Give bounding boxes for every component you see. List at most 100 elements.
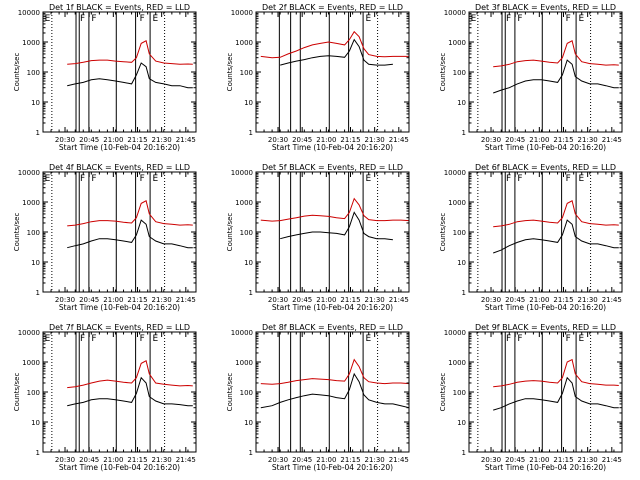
chart-title: Det 6f BLACK = Events, RED = LLD [475, 163, 616, 172]
annotation-letter: E [153, 174, 159, 184]
annotation-letter: E [153, 14, 159, 24]
y-tick-label: 1000 [235, 199, 253, 207]
y-tick-label: 100 [27, 229, 40, 237]
annotation-letter: F [80, 14, 85, 24]
x-tick-label: 21:00 [103, 136, 123, 144]
x-tick-label: 21:45 [602, 456, 622, 464]
annotation-letter: F [140, 334, 145, 344]
x-tick-label: 21:30 [578, 296, 598, 304]
annotation-letter: F [517, 14, 522, 24]
x-tick-label: 21:00 [529, 136, 549, 144]
x-tick-label: 21:45 [389, 456, 409, 464]
x-tick-label: 21:30 [365, 136, 385, 144]
plot-frame [468, 171, 623, 293]
plot-frame [42, 331, 197, 453]
y-tick-label: 10000 [18, 329, 40, 337]
x-axis-label: Start Time (10-Feb-04 20:16:20) [272, 303, 393, 312]
y-tick-label: 1000 [448, 39, 466, 47]
annotation-letter: E [579, 174, 585, 184]
chart-panel-2: Det 2f BLACK = Events, RED = LLD E 1 10 100 1… [226, 3, 410, 152]
y-tick-label: 1 [462, 289, 466, 297]
y-tick-label: 1000 [448, 199, 466, 207]
x-tick-label: 20:30 [481, 296, 501, 304]
y-tick-label: 100 [453, 229, 466, 237]
y-tick-label: 10 [31, 99, 40, 107]
x-axis-label: Start Time (10-Feb-04 20:16:20) [485, 303, 606, 312]
y-tick-label: 100 [240, 69, 253, 77]
annotation-letter: F [506, 334, 511, 344]
chart-panel-8: Det 8f BLACK = Events, RED = LLD E 1 10 100 1… [226, 323, 410, 472]
lld-rate-line [260, 197, 410, 222]
y-tick-label: 10 [31, 259, 40, 267]
lld-rate-line [67, 200, 193, 227]
x-tick-label: 21:45 [176, 296, 196, 304]
y-axis-label: Counts/sec [13, 213, 21, 252]
events-rate-line [67, 376, 193, 407]
events-rate-line [493, 59, 619, 94]
x-axis-label: Start Time (10-Feb-04 20:16:20) [59, 143, 180, 152]
events-rate-line [67, 219, 193, 249]
annotation-letter: F [140, 174, 145, 184]
x-tick-label: 21:00 [316, 136, 336, 144]
lld-rate-line [67, 360, 193, 389]
x-tick-label: 20:45 [79, 136, 99, 144]
y-tick-label: 100 [27, 389, 40, 397]
x-tick-label: 21:45 [176, 456, 196, 464]
annotation-letter: F [517, 174, 522, 184]
x-axis-label: Start Time (10-Feb-04 20:16:20) [485, 143, 606, 152]
y-axis-label: Counts/sec [439, 53, 447, 92]
x-tick-label: 21:45 [176, 136, 196, 144]
x-tick-label: 20:45 [505, 136, 525, 144]
chart-panel-5: Det 5f BLACK = Events, RED = LLD E 1 10 100 1… [226, 163, 410, 312]
y-tick-label: 100 [453, 69, 466, 77]
x-tick-label: 20:45 [292, 456, 312, 464]
annotation-letter: E [45, 14, 51, 24]
y-tick-label: 10000 [444, 9, 466, 17]
y-axis-label: Counts/sec [226, 373, 234, 412]
y-axis-label: Counts/sec [226, 53, 234, 92]
x-tick-label: 21:00 [316, 296, 336, 304]
lld-rate-line [67, 40, 193, 65]
annotation-letter: F [517, 334, 522, 344]
x-tick-label: 21:30 [365, 456, 385, 464]
y-tick-label: 10 [457, 419, 466, 427]
annotation-letter: F [91, 14, 96, 24]
y-axis-label: Counts/sec [439, 213, 447, 252]
y-tick-label: 1000 [22, 359, 40, 367]
x-tick-label: 21:15 [340, 296, 360, 304]
plot-frame [468, 331, 623, 453]
x-tick-label: 21:45 [602, 136, 622, 144]
y-tick-label: 10 [457, 99, 466, 107]
x-tick-label: 20:30 [55, 296, 75, 304]
chart-title: Det 8f BLACK = Events, RED = LLD [262, 323, 403, 332]
y-tick-label: 10000 [18, 169, 40, 177]
y-tick-label: 1000 [235, 39, 253, 47]
annotation-letter: F [140, 14, 145, 24]
events-rate-line [493, 376, 619, 411]
x-tick-label: 21:30 [152, 136, 172, 144]
y-tick-label: 100 [27, 69, 40, 77]
x-tick-label: 20:45 [79, 456, 99, 464]
x-tick-label: 20:30 [481, 136, 501, 144]
events-rate-line [280, 211, 393, 241]
y-tick-label: 1 [249, 449, 253, 457]
y-tick-label: 10000 [18, 9, 40, 17]
x-tick-label: 21:45 [389, 296, 409, 304]
y-tick-label: 10000 [444, 329, 466, 337]
events-rate-line [280, 38, 393, 66]
y-tick-label: 1 [249, 129, 253, 137]
x-tick-label: 21:15 [553, 456, 573, 464]
chart-title: Det 9f BLACK = Events, RED = LLD [475, 323, 616, 332]
plot-frame [42, 11, 197, 133]
x-tick-label: 20:45 [505, 296, 525, 304]
y-tick-label: 100 [453, 389, 466, 397]
y-tick-label: 10 [457, 259, 466, 267]
annotation-letter: E [471, 14, 477, 24]
plot-frame [468, 11, 623, 133]
x-tick-label: 20:45 [292, 136, 312, 144]
